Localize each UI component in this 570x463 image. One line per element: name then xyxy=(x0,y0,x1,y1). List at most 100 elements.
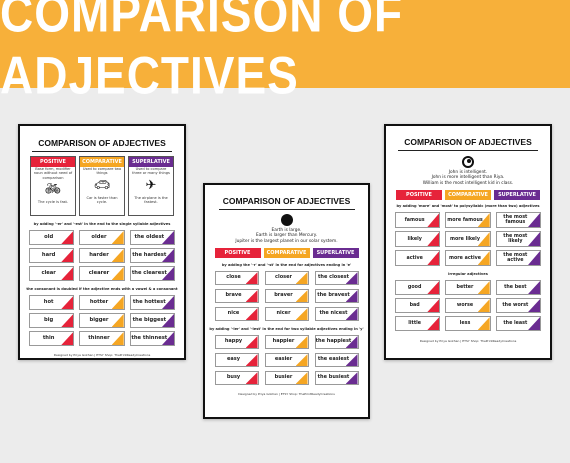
superlative-word: the most active xyxy=(495,250,541,267)
person-icon xyxy=(462,156,474,168)
comparative-word: more likely xyxy=(445,231,491,248)
positive-word: likely xyxy=(395,231,441,248)
positive-word: thin xyxy=(29,331,75,346)
rule-note: by adding '-er' and '-est' in the end to… xyxy=(33,222,171,226)
superlative-word: the least xyxy=(495,316,541,332)
positive-word: brave xyxy=(214,289,259,304)
positive-word: busy xyxy=(214,371,259,386)
positive-word: famous xyxy=(395,212,441,229)
positive-word: good xyxy=(395,280,441,296)
comparative-word: nicer xyxy=(264,307,309,322)
superlative-header: SUPERLATIVE xyxy=(494,190,540,201)
poster-right: COMPARISON OF ADJECTIVES John is intelli… xyxy=(384,124,552,360)
comparative-word: closer xyxy=(264,271,309,286)
superlative-word: the hardest xyxy=(129,248,175,263)
superlative-word: the closest xyxy=(314,271,359,286)
positive-word: little xyxy=(395,316,441,332)
poster-title: COMPARISON OF ADJECTIVES xyxy=(404,137,532,147)
positive-word: active xyxy=(395,250,441,267)
superlative-word: the best xyxy=(495,280,541,296)
positive-header: POSITIVE xyxy=(31,157,75,167)
comparative-header: COMPARATIVE xyxy=(80,157,124,167)
superlative-word: the oldest xyxy=(129,230,175,245)
positive-word: hard xyxy=(29,248,75,263)
rule-note: by adding '-ier' and '-iest' in the end … xyxy=(209,327,364,332)
example-sentence: Jupiter is the largest planet in our sol… xyxy=(235,238,338,244)
comparative-header: COMPARATIVE xyxy=(445,190,491,201)
word-table: hot hotter the hottest big bigger the biggest… xyxy=(29,295,175,346)
positive-word: nice xyxy=(214,307,259,322)
poster-center: COMPARISON OF ADJECTIVES Earth is large.… xyxy=(203,183,370,419)
positive-word: happy xyxy=(214,335,259,350)
superlative-word: the worst xyxy=(495,298,541,314)
comparative-word: busier xyxy=(264,371,309,386)
comparative-word: better xyxy=(445,280,491,296)
word-table: happy happier the happiest easy easier the ea… xyxy=(214,335,359,386)
car-icon: 🚗︎ xyxy=(93,177,111,193)
superlative-box: SUPERLATIVE Used to compare three or man… xyxy=(128,156,174,216)
rule-note: by adding the '-r' and '-st' in the end … xyxy=(221,263,352,268)
comparative-word: bigger xyxy=(79,313,125,328)
comparative-box: COMPARATIVE Used to compare two things 🚗… xyxy=(79,156,125,216)
superlative-word: the clearest xyxy=(129,266,175,281)
word-table: famous more famous the most famous likely mo… xyxy=(395,212,541,267)
banner: COMPARISON OF ADJECTIVES xyxy=(0,0,570,105)
poster-left: COMPARISON OF ADJECTIVES POSITIVE Base f… xyxy=(18,124,186,360)
positive-word: bad xyxy=(395,298,441,314)
globe-icon xyxy=(280,214,293,226)
positive-header: POSITIVE xyxy=(214,248,261,259)
comparative-word: older xyxy=(79,230,125,245)
comparative-word: clearer xyxy=(79,266,125,281)
example-sentence: John is intelligent. xyxy=(448,170,488,175)
superlative-word: the easiest xyxy=(314,353,359,368)
positive-header: POSITIVE xyxy=(396,190,442,201)
positive-word: old xyxy=(29,230,75,245)
poster-title: COMPARISON OF ADJECTIVES xyxy=(38,138,166,148)
example-sentence: William is the most intelligent kid in c… xyxy=(422,180,514,186)
footer: Designed by Priya Gokhan | ETSY Shop: Th… xyxy=(53,353,151,357)
airplane-icon: ✈ xyxy=(145,177,157,193)
positive-word: hot xyxy=(29,295,75,310)
superlative-word: the hottest xyxy=(129,295,175,310)
positive-word: clear xyxy=(29,266,75,281)
example-sentence: Earth is large. xyxy=(271,228,302,233)
superlative-word: the bravest xyxy=(314,289,359,304)
comparative-word: more active xyxy=(445,250,491,267)
example-sentence: Earth is larger than Mercury. xyxy=(255,233,317,239)
comparative-word: easier xyxy=(264,353,309,368)
superlative-header: SUPERLATIVE xyxy=(312,248,359,259)
positive-box: POSITIVE Base form, modifier noun withou… xyxy=(30,156,76,216)
example-sentence: John is more intelligent than Riya. xyxy=(431,175,505,181)
comparative-word: less xyxy=(445,316,491,332)
superlative-word: the busiest xyxy=(314,371,359,386)
comparative-word: hotter xyxy=(79,295,125,310)
banner-title: COMPARISON OF ADJECTIVES xyxy=(0,0,404,105)
footer: Designed by Priya Gokhan | ETSY Shop: Th… xyxy=(419,339,517,344)
word-table: old older the oldest hard harder the hardest c… xyxy=(29,230,175,281)
comparative-header: COMPARATIVE xyxy=(263,248,310,259)
positive-word: close xyxy=(214,271,259,286)
superlative-word: the happiest xyxy=(314,335,359,350)
comparative-word: thinner xyxy=(79,331,125,346)
comparative-word: happier xyxy=(264,335,309,350)
positive-word: big xyxy=(29,313,75,328)
superlative-word: the most famous xyxy=(495,212,541,229)
comparative-word: worse xyxy=(445,298,491,314)
bicycle-icon: 🚲︎ xyxy=(44,181,62,197)
superlative-word: the nicest xyxy=(314,307,359,322)
comparative-word: more famous xyxy=(445,212,491,229)
comparative-word: harder xyxy=(79,248,125,263)
rule-note: the consonant is doubled if the adjectiv… xyxy=(26,287,178,291)
word-table: good better the best bad worse the worst littl… xyxy=(395,280,541,332)
positive-word: easy xyxy=(214,353,259,368)
superlative-word: the biggest xyxy=(129,313,175,328)
superlative-word: the thinnest xyxy=(129,331,175,346)
rule-note: by adding 'more' and 'most' to polysylla… xyxy=(396,204,540,209)
rule-note: irregular adjectives xyxy=(448,272,488,277)
poster-title: COMPARISON OF ADJECTIVES xyxy=(222,196,351,206)
word-table: close closer the closest brave braver the bra… xyxy=(214,271,359,322)
footer: Designed by Priya Gokhan | ETSY Shop: Th… xyxy=(238,392,335,397)
superlative-word: the most likely xyxy=(495,231,541,248)
comparative-word: braver xyxy=(264,289,309,304)
superlative-header: SUPERLATIVE xyxy=(129,157,173,167)
